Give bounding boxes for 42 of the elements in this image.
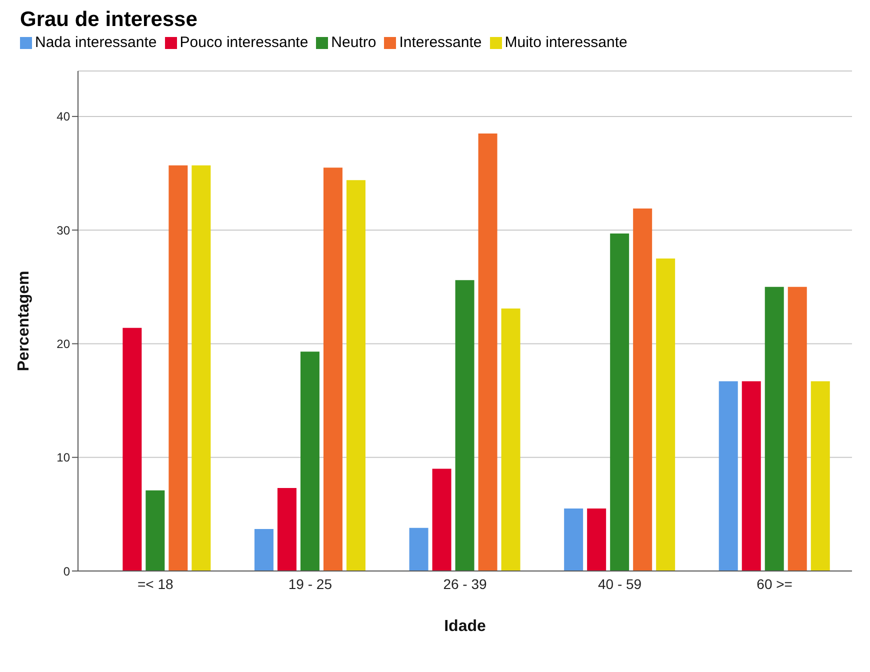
y-tick-label: 10 [56,450,70,465]
bar [346,180,366,571]
x-tick-label: 60 >= [756,576,793,592]
y-axis-title: Percentagem [16,270,33,372]
legend-label: Muito interessante [504,34,628,51]
y-tick-label: 30 [56,223,70,238]
legend-label: Interessante [398,34,482,51]
bar [810,381,830,571]
bar [742,381,761,571]
chart-title: Grau de interesse [19,8,198,32]
bar [718,381,738,571]
x-axis-title: Idade [444,618,486,635]
bar [323,168,342,571]
legend-label: Neutro [330,34,376,51]
bar [146,490,165,571]
bar [168,165,188,571]
x-tick-label: 19 - 25 [288,576,332,592]
bar [610,234,630,571]
bar [478,134,498,571]
bar [633,208,652,571]
bar [192,165,211,571]
y-tick-label: 0 [63,564,70,578]
bar [656,258,676,571]
x-tick-label: =< 18 [137,576,174,592]
legend-label: Nada interessante [34,34,157,51]
bar [432,468,452,571]
x-tick-label: 40 - 59 [598,576,642,592]
bar [277,488,296,571]
bar [122,328,142,571]
y-tick-label: 20 [56,336,70,351]
legend-label: Pouco interessante [178,34,308,51]
y-tick-label: 40 [56,110,70,124]
bar [300,352,320,571]
bar [564,508,584,571]
bar [764,286,784,571]
x-tick-label: 26 - 39 [443,576,488,592]
bar [409,528,428,571]
bar [788,286,807,571]
bar [587,508,606,571]
bar [254,528,274,571]
bar [501,308,520,571]
bar [455,280,474,571]
